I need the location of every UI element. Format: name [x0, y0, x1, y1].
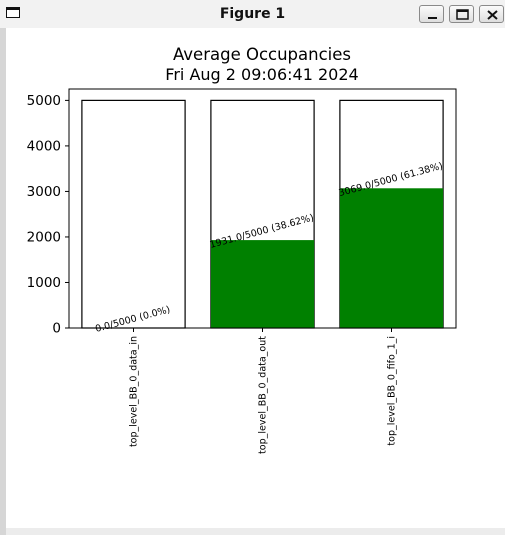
minimize-button[interactable]: [419, 5, 444, 23]
y-tick-label: 0: [52, 321, 61, 337]
close-icon: [487, 10, 498, 20]
window-icon: [6, 7, 20, 18]
y-tick-label: 3000: [27, 184, 61, 200]
close-button[interactable]: [479, 5, 504, 23]
chart-subtitle: Fri Aug 2 09:06:41 2024: [165, 65, 358, 84]
window-left-border: [0, 28, 6, 535]
y-tick-label: 1000: [27, 275, 61, 291]
x-tick-label: top_level_BB_0_data_in: [129, 336, 140, 447]
maximize-icon: [456, 9, 469, 20]
window-bottom-border: [6, 528, 505, 535]
occupancy-bar: [210, 240, 315, 328]
occupancy-bar: [339, 188, 444, 328]
x-tick-label: top_level_BB_0_data_out: [258, 336, 269, 454]
figure-canvas: Average Occupancies Fri Aug 2 09:06:41 2…: [6, 28, 505, 528]
window-titlebar: Figure 1: [0, 0, 505, 29]
minimize-icon: [428, 17, 437, 19]
capacity-bar: [81, 99, 186, 329]
x-tick-label: top_level_BB_0_fifo_1_i: [387, 336, 398, 446]
maximize-button[interactable]: [449, 5, 474, 23]
bar-data-label: 0.0/5000 (0.0%): [94, 304, 171, 335]
window-title: Figure 1: [219, 6, 286, 22]
chart-title: Average Occupancies: [173, 45, 351, 64]
y-tick-label: 4000: [27, 138, 61, 154]
plot-frame: [68, 88, 457, 329]
bar-chart: Average Occupancies Fri Aug 2 09:06:41 2…: [27, 45, 457, 454]
y-tick-label: 5000: [27, 93, 61, 109]
y-tick-label: 2000: [27, 229, 61, 245]
